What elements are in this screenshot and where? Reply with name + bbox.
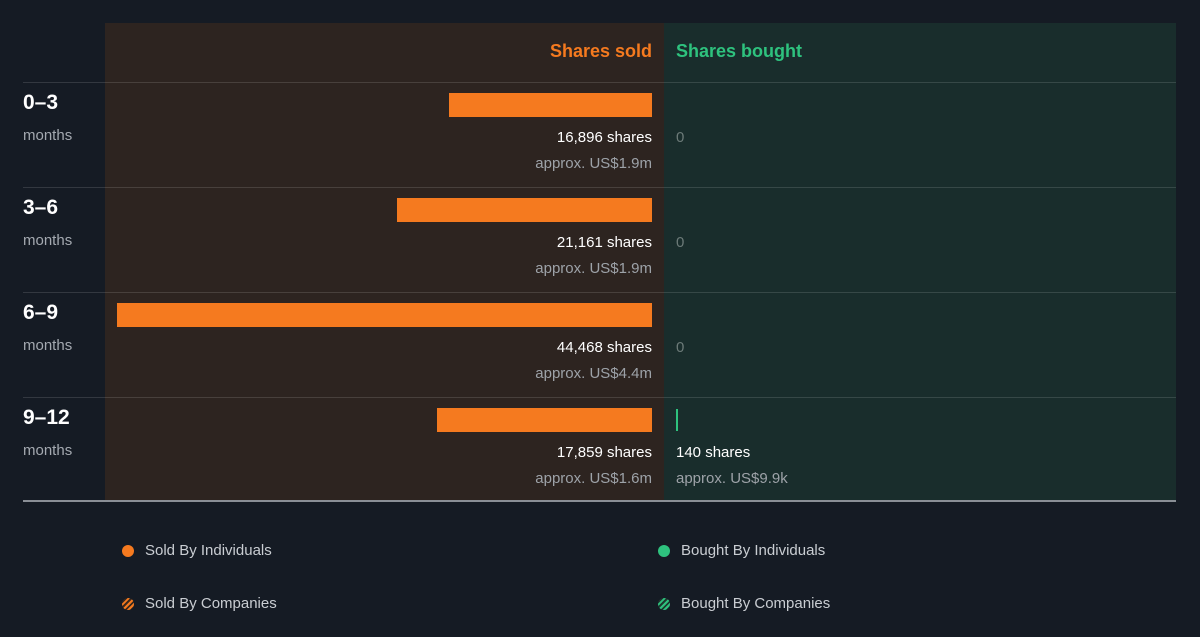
row-divider — [23, 82, 1176, 83]
sold-shares-label: 16,896 shares — [556, 129, 652, 146]
row-divider — [23, 187, 1176, 188]
legend-sold-by-companies[interactable]: Sold By Companies — [122, 595, 277, 612]
legend-label: Bought By Individuals — [681, 542, 826, 559]
row-range-label: 9–12 — [23, 406, 70, 429]
legend-label: Sold By Individuals — [145, 542, 272, 559]
sold-shares-label: 44,468 shares — [556, 339, 652, 356]
legend-label: Sold By Companies — [145, 595, 277, 612]
chart-row-6-9: 6–9 months 44,468 shares approx. US$4.4m… — [0, 293, 1200, 398]
sold-bar — [117, 303, 652, 327]
bought-shares-label: 140 shares — [676, 444, 751, 461]
row-unit-label: months — [23, 232, 73, 249]
bought-approx-label: approx. US$9.9k — [676, 470, 788, 487]
sold-approx-label: approx. US$1.6m — [535, 470, 652, 487]
shares-bought-header: Shares bought — [676, 41, 803, 61]
row-unit-label: months — [23, 127, 73, 144]
shares-sold-header: Shares sold — [549, 41, 652, 61]
row-divider — [23, 397, 1176, 398]
green-hatched-icon — [658, 597, 670, 610]
sold-shares-label: 21,161 shares — [556, 234, 652, 251]
sold-bar — [437, 408, 652, 432]
bought-panel-background — [664, 23, 1176, 501]
chart-row-3-6: 3–6 months 21,161 shares approx. US$1.9m… — [0, 188, 1200, 293]
row-unit-label: months — [23, 337, 73, 354]
chart-row-9-12: 9–12 months 17,859 shares approx. US$1.6… — [0, 398, 1200, 503]
sold-bar — [449, 93, 652, 117]
bought-value-label: 0 — [676, 129, 685, 146]
row-range-label: 0–3 — [23, 91, 59, 114]
bought-value-label: 0 — [676, 339, 685, 356]
row-divider — [23, 292, 1176, 293]
orange-hatched-icon — [122, 597, 134, 610]
sold-approx-label: approx. US$1.9m — [535, 260, 652, 277]
legend-label: Bought By Companies — [681, 595, 831, 612]
sold-approx-label: approx. US$1.9m — [535, 155, 652, 172]
axis-baseline — [23, 500, 1176, 502]
row-range-label: 3–6 — [23, 196, 59, 219]
legend-bought-by-individuals[interactable]: Bought By Individuals — [658, 542, 825, 559]
chart-row-0-3: 0–3 months 16,896 shares approx. US$1.9m… — [0, 83, 1200, 188]
legend-bought-by-companies[interactable]: Bought By Companies — [658, 595, 830, 612]
row-unit-label: months — [23, 442, 73, 459]
row-range-label: 6–9 — [23, 301, 59, 324]
bought-bar — [676, 409, 678, 431]
green-dot-icon — [658, 544, 670, 557]
orange-dot-icon — [122, 544, 134, 557]
legend-sold-by-individuals[interactable]: Sold By Individuals — [122, 542, 272, 559]
sold-approx-label: approx. US$4.4m — [535, 365, 652, 382]
bought-value-label: 0 — [676, 234, 685, 251]
sold-bar — [397, 198, 652, 222]
sold-shares-label: 17,859 shares — [556, 444, 652, 461]
